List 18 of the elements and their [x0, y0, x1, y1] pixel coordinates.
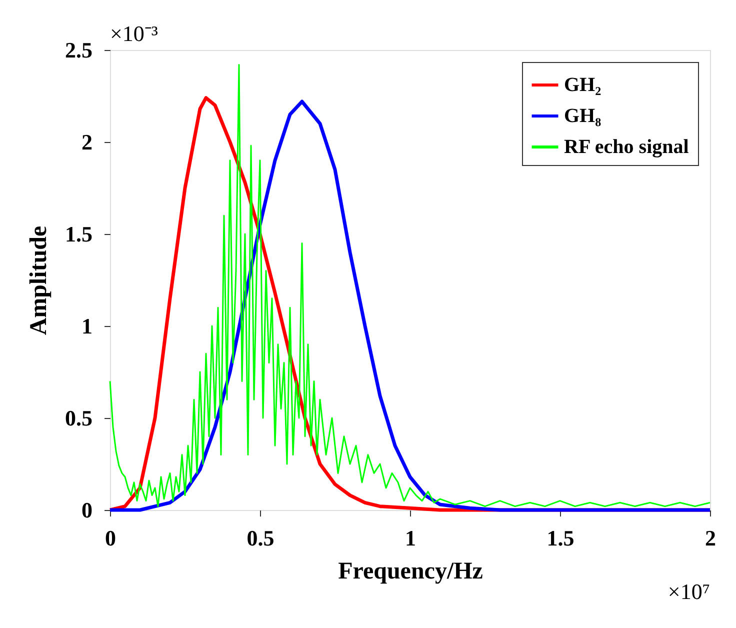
- y-tick-label: 1: [82, 314, 92, 338]
- y-tick-label: 1.5: [65, 222, 92, 246]
- x-tick-label: 1.5: [546, 526, 574, 550]
- y-tick-label: 2.5: [65, 38, 92, 62]
- y-axis-title: Amplitude: [26, 225, 52, 336]
- x-tick-label: 0.5: [246, 526, 274, 550]
- y-tick-label: 2: [82, 130, 92, 154]
- x-tick-label: 2: [705, 526, 716, 550]
- y-tick-label: 0: [82, 498, 92, 522]
- x-axis-title: Frequency/Hz: [338, 558, 484, 584]
- legend-label: GH₈: [564, 105, 602, 127]
- text: ×10⁻³: [110, 21, 158, 46]
- legend-label: RF echo signal: [564, 136, 690, 158]
- y-tick-label: 0.5: [65, 406, 92, 430]
- x-tick-label: 0: [105, 526, 116, 550]
- text: ×10⁷: [668, 579, 710, 604]
- legend-label: GH₂: [564, 74, 602, 96]
- x-tick-label: 1: [405, 526, 416, 550]
